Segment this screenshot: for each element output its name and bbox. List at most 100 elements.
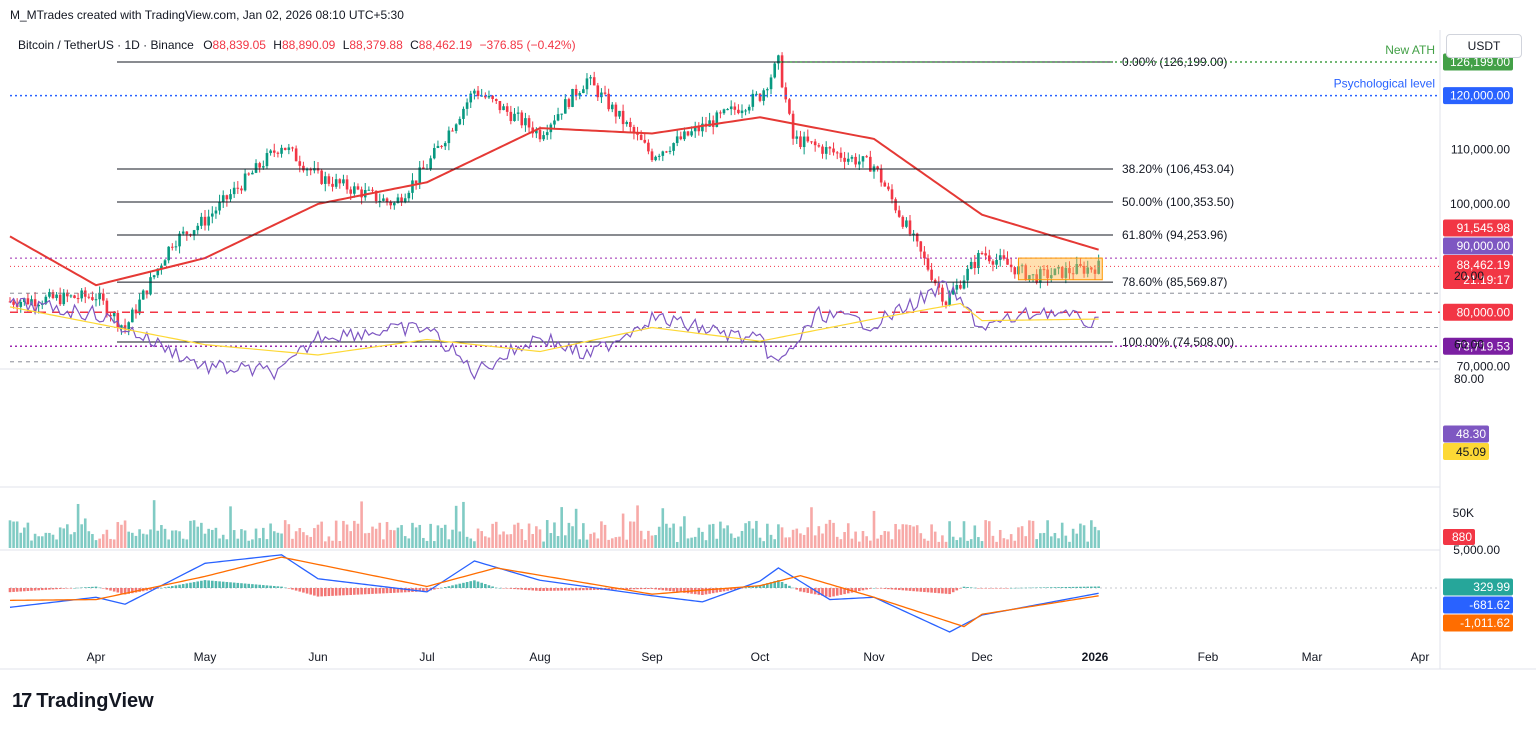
macd-histogram-bar: [905, 588, 908, 591]
macd-histogram-bar: [221, 581, 225, 588]
candle-body: [73, 295, 76, 299]
macd-histogram-bar: [40, 588, 44, 591]
volume-bar: [403, 536, 407, 548]
macd-histogram-bar: [592, 588, 596, 591]
time-axis-tick: Apr: [87, 650, 106, 664]
macd-histogram-bar: [806, 588, 810, 593]
macd-histogram-bar: [969, 587, 973, 588]
candle-body: [894, 199, 897, 211]
macd-histogram-bar: [773, 581, 777, 588]
volume-bar: [94, 540, 98, 548]
candle-body: [799, 136, 802, 148]
candle-body: [76, 298, 80, 300]
attribution: M_MTrades created with TradingView.com, …: [10, 8, 404, 22]
macd-histogram-bar: [802, 588, 806, 593]
candle-body: [643, 139, 647, 143]
volume-axis-tick: 50K: [1453, 506, 1474, 520]
volume-bar: [269, 523, 272, 548]
symbol-title[interactable]: Bitcoin / TetherUS · 1D · Binance: [18, 38, 194, 52]
macd-histogram-bar: [795, 588, 799, 590]
volume-bar: [494, 521, 498, 548]
macd-histogram-bar: [1068, 586, 1071, 588]
macd-histogram-bar: [817, 588, 821, 596]
volume-bar: [527, 523, 531, 548]
macd-histogram-bar: [926, 588, 930, 593]
macd-histogram-bar: [1002, 588, 1006, 589]
volume-bar: [484, 536, 487, 548]
candle-body: [396, 197, 400, 203]
macd-histogram-bar: [465, 582, 469, 588]
tradingview-logo[interactable]: 17 TradingView: [12, 690, 154, 713]
candle-body: [843, 157, 846, 162]
volume-bar: [422, 537, 425, 548]
macd-histogram-bar: [55, 588, 58, 590]
volume-bar: [363, 533, 367, 548]
volume-bar: [105, 529, 109, 548]
volume-bar: [766, 523, 769, 548]
candle-body: [715, 112, 719, 127]
macd-histogram-bar: [37, 588, 40, 591]
volume-bar: [719, 521, 722, 548]
candle-body: [1028, 275, 1031, 280]
macd-histogram-bar: [636, 588, 639, 590]
candle-body: [531, 127, 535, 134]
candle-body: [582, 89, 585, 94]
macd-histogram-bar: [134, 588, 138, 593]
candle-body: [167, 246, 170, 261]
volume-bar: [549, 533, 553, 548]
macd-histogram-bar: [755, 585, 758, 588]
macd-histogram-bar: [672, 588, 675, 592]
macd-histogram-bar: [254, 584, 258, 588]
volume-bar: [697, 527, 701, 548]
macd-histogram-bar: [944, 588, 948, 594]
candle-body: [141, 290, 145, 300]
volume-bar: [309, 536, 313, 548]
candle-body: [509, 111, 513, 122]
candle-body: [675, 136, 679, 144]
macd-histogram-bar: [109, 588, 112, 591]
currency-button[interactable]: USDT: [1446, 34, 1522, 58]
candle-body: [371, 189, 374, 191]
candle-body: [309, 169, 313, 171]
macd-histogram-bar: [436, 588, 440, 589]
candle-body: [944, 301, 948, 305]
volume-bar: [854, 531, 857, 548]
macd-histogram-bar: [178, 584, 181, 588]
volume-bar: [890, 539, 894, 548]
candle-body: [262, 166, 265, 168]
macd-histogram-bar: [948, 588, 951, 595]
candle-body: [737, 109, 740, 114]
volume-bar: [726, 525, 729, 548]
volume-bar: [320, 521, 323, 548]
macd-histogram-bar: [283, 587, 287, 589]
volume-bar: [520, 529, 524, 548]
candle-body: [163, 260, 167, 266]
candle-body: [8, 301, 12, 303]
candle-body: [747, 106, 751, 111]
candle-body: [1064, 267, 1068, 278]
volume-bar: [240, 529, 243, 548]
fib-level-label: 38.20% (106,453.04): [1122, 162, 1234, 176]
macd-histogram-bar: [349, 588, 352, 595]
macd-histogram-bar: [647, 588, 650, 589]
volume-bar: [58, 527, 62, 548]
time-axis-tick: Jun: [308, 650, 327, 664]
volume-bar: [87, 531, 91, 548]
macd-histogram-bar: [784, 583, 788, 588]
candle-body: [962, 280, 966, 289]
volume-bar: [360, 501, 363, 548]
macd-histogram-bar: [1013, 587, 1017, 589]
time-axis-tick: Apr: [1411, 650, 1430, 664]
volume-bars-group: [8, 500, 1100, 548]
macd-histogram-badge-bg: [1443, 578, 1513, 596]
rsi-axis-tick: 20.00: [1454, 269, 1484, 283]
volume-bar: [218, 538, 221, 548]
macd-histogram-bar: [80, 587, 83, 589]
macd-histogram-bar: [1060, 587, 1064, 588]
volume-bar: [711, 523, 715, 548]
macd-histogram-bar: [505, 588, 509, 589]
candles-group: [8, 52, 1100, 336]
candle-body: [1006, 258, 1009, 265]
macd-histogram-bar: [839, 588, 843, 595]
